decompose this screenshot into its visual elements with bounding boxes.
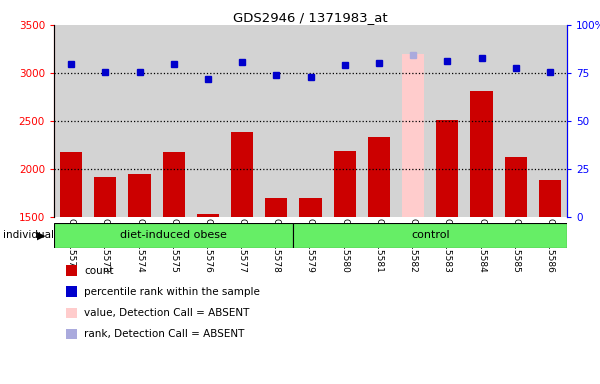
Bar [328,25,362,217]
Text: diet-induced obese: diet-induced obese [120,230,227,240]
Text: individual: individual [3,230,54,240]
Bar [157,25,191,217]
Bar [231,132,253,217]
Bar [464,25,499,217]
Bar [265,198,287,217]
Bar [54,25,88,217]
Bar [293,25,328,217]
Bar [533,25,567,217]
Bar [539,180,561,217]
Text: percentile rank within the sample: percentile rank within the sample [84,287,260,297]
Bar [122,25,157,217]
Text: count: count [84,266,113,276]
Bar [334,151,356,217]
Bar [396,25,430,217]
Text: rank, Detection Call = ABSENT: rank, Detection Call = ABSENT [84,329,244,339]
Bar [402,54,424,217]
Bar [436,120,458,217]
Bar [88,25,122,217]
Bar [430,25,464,217]
Bar [54,223,293,248]
Bar [505,157,527,217]
Bar [293,223,567,248]
Bar [368,137,390,217]
Bar [362,25,396,217]
Title: GDS2946 / 1371983_at: GDS2946 / 1371983_at [233,11,388,24]
Text: control: control [411,230,449,240]
Bar [470,91,493,217]
Bar [163,152,185,217]
Bar [259,25,293,217]
Bar [60,152,82,217]
Text: ▶: ▶ [37,230,46,240]
Bar [191,25,225,217]
Bar [197,214,219,217]
Bar [225,25,259,217]
Text: value, Detection Call = ABSENT: value, Detection Call = ABSENT [84,308,250,318]
Bar [299,198,322,217]
Bar [499,25,533,217]
Bar [128,174,151,217]
Bar [94,177,116,217]
